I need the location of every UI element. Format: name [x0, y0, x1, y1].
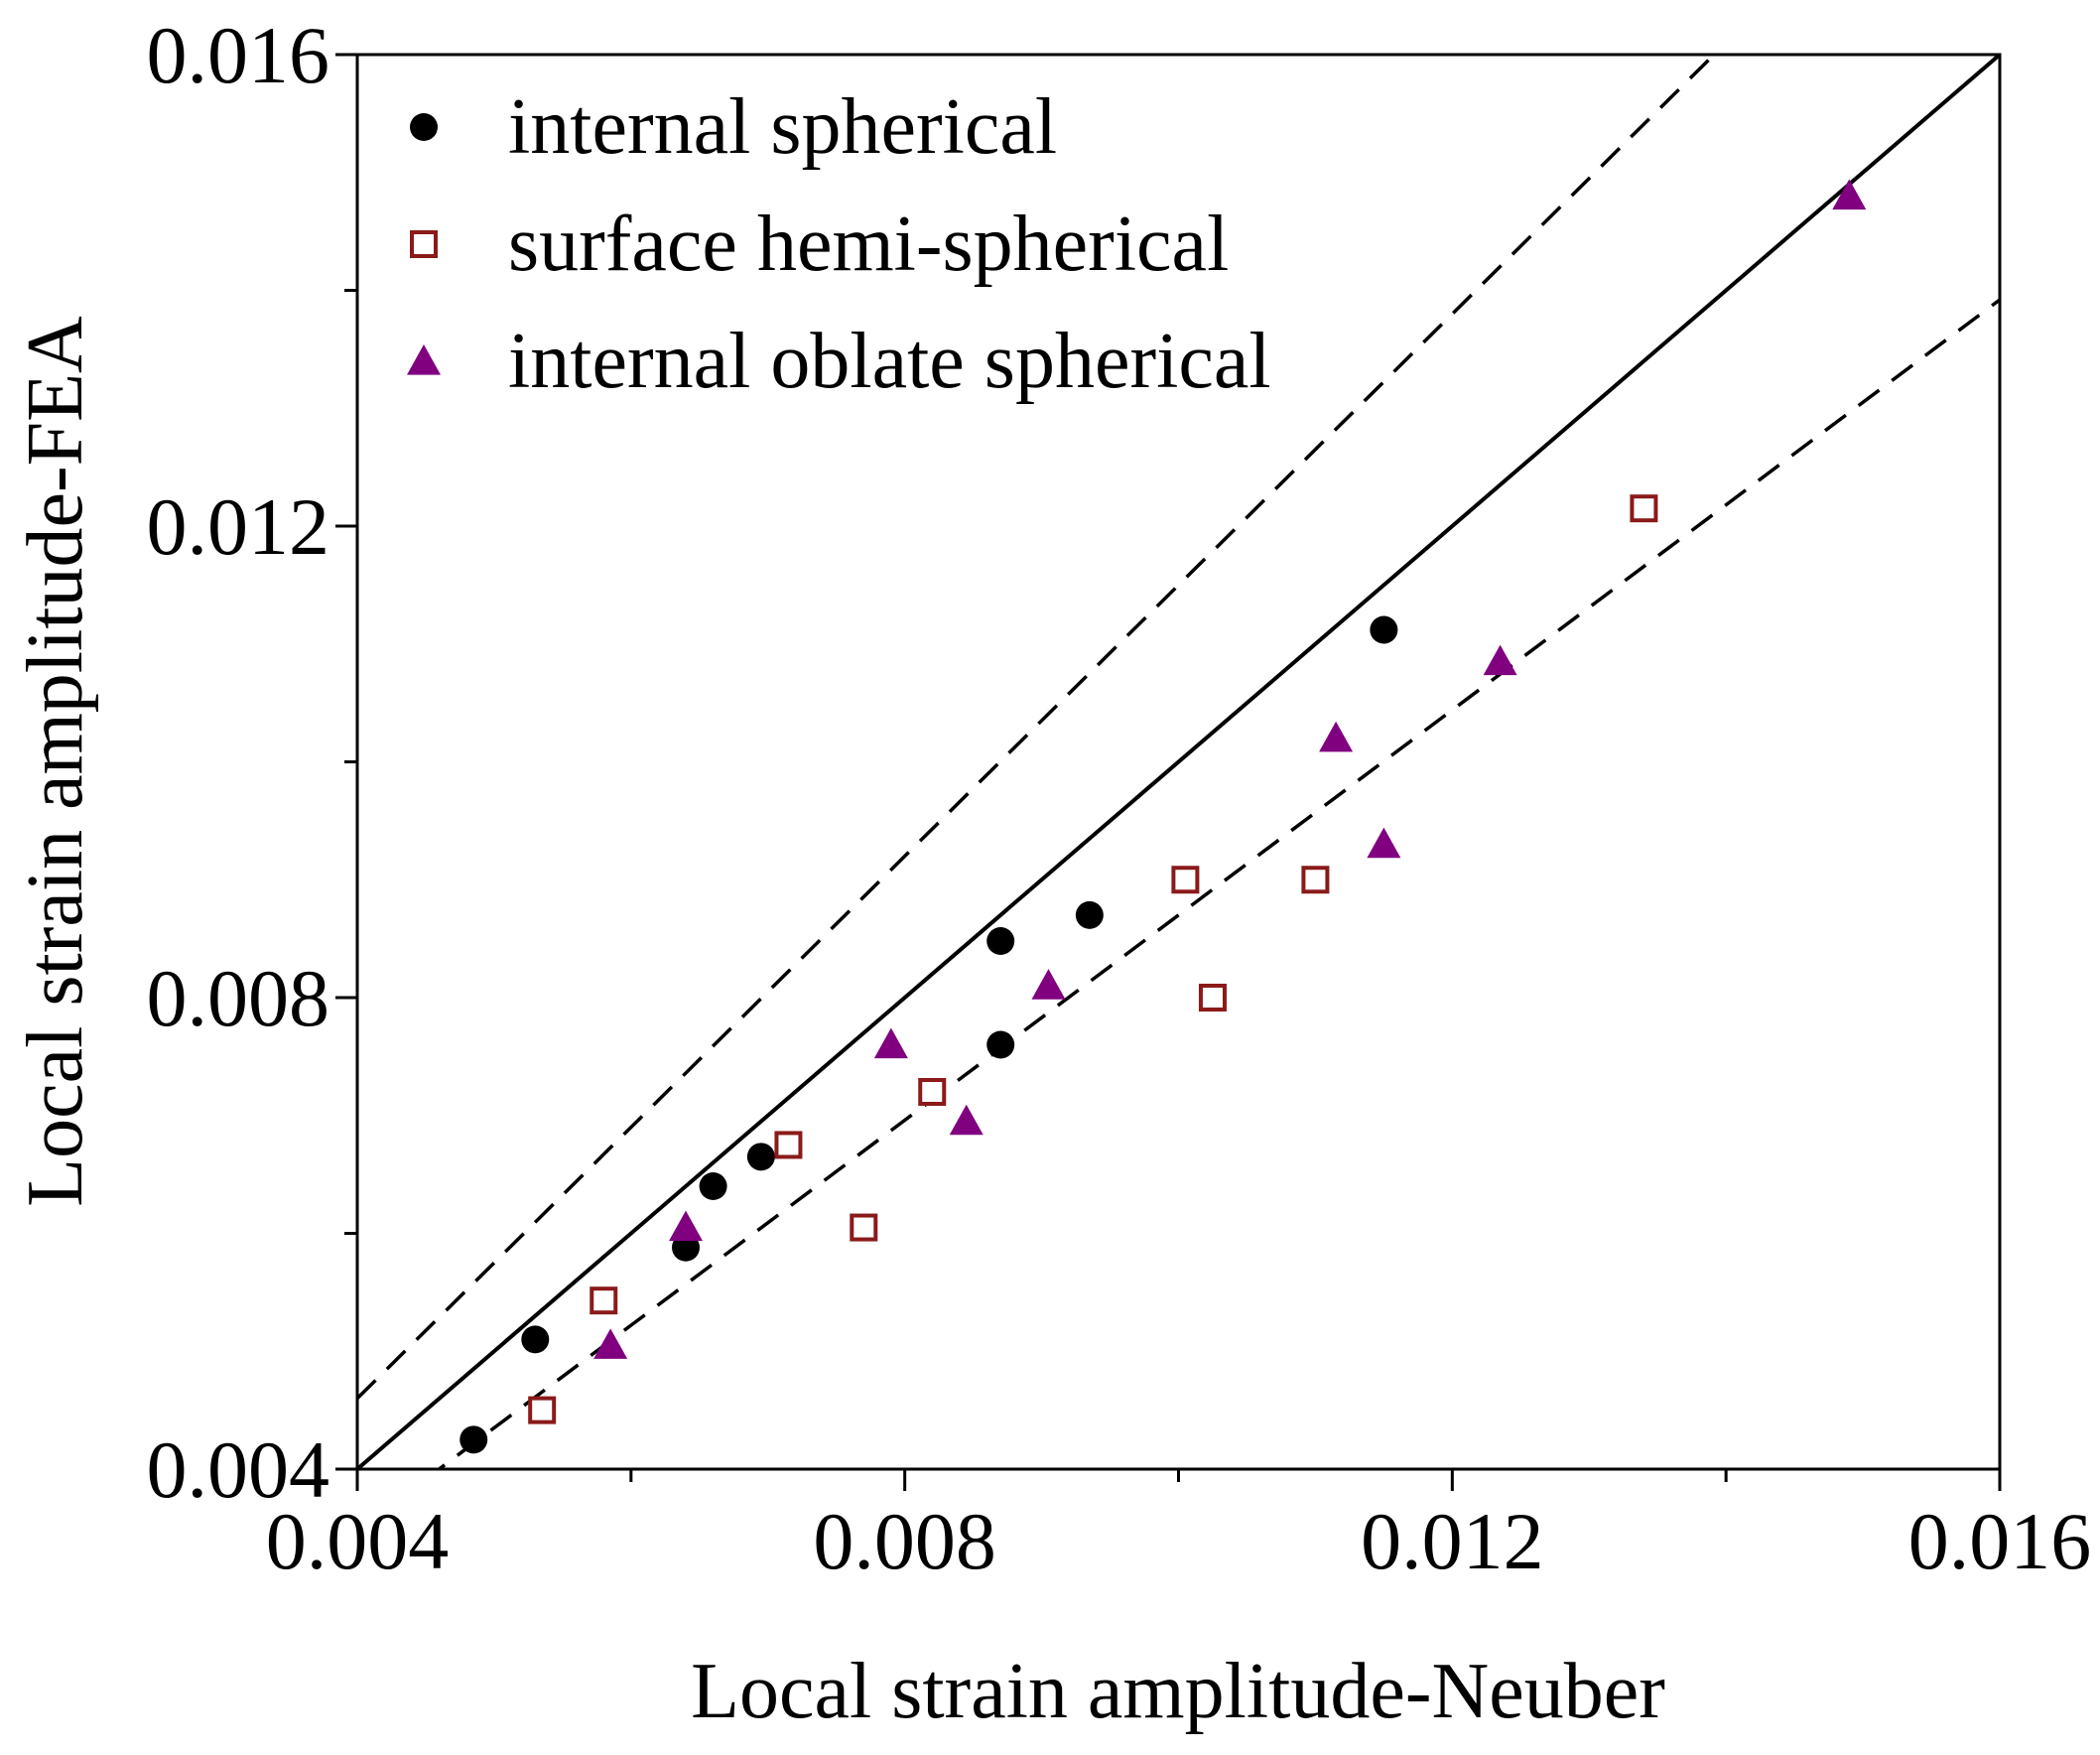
point-internal-spherical [1370, 615, 1398, 644]
legend-label-internal-spherical: internal spherical [508, 83, 1057, 171]
legend-marker-internal-oblate-spherical [407, 344, 441, 375]
y-tick-label: 0.008 [147, 953, 330, 1043]
point-internal-spherical [986, 1030, 1015, 1059]
point-internal-spherical [459, 1425, 488, 1454]
legend-marker-surface-hemi-spherical [410, 230, 438, 258]
x-tick-label: 0.004 [266, 1496, 450, 1586]
point-internal-oblate-spherical [669, 1210, 703, 1242]
point-surface-hemi-spherical [1171, 866, 1200, 894]
point-internal-oblate-spherical [873, 1027, 908, 1059]
point-internal-spherical [1075, 900, 1104, 929]
point-surface-hemi-spherical [1198, 984, 1227, 1012]
legend-label-internal-oblate-spherical: internal oblate spherical [508, 318, 1271, 405]
reference-line-lower [436, 298, 2000, 1469]
point-surface-hemi-spherical [850, 1213, 878, 1242]
y-tick-label: 0.012 [147, 481, 330, 572]
y-axis-title: Local strain amplitude-FEA [12, 316, 99, 1207]
point-surface-hemi-spherical [918, 1078, 947, 1106]
x-axis-title: Local strain amplitude-Neuber [691, 1648, 1665, 1735]
x-tick-label: 0.012 [1361, 1496, 1544, 1586]
point-internal-spherical [699, 1172, 727, 1200]
legend: internal spherical surface hemi-spherical… [407, 83, 1271, 405]
point-internal-oblate-spherical [1319, 721, 1354, 752]
point-internal-oblate-spherical [1031, 969, 1066, 1000]
x-tick-label: 0.008 [813, 1496, 996, 1586]
point-internal-oblate-spherical [1367, 827, 1401, 859]
x-tick-label: 0.016 [1908, 1496, 2092, 1586]
legend-marker-internal-spherical [410, 113, 438, 141]
point-internal-spherical [746, 1143, 775, 1171]
reference-lines [357, 55, 2000, 1469]
point-internal-spherical [521, 1325, 550, 1354]
y-tick-label: 0.016 [147, 10, 330, 100]
point-surface-hemi-spherical [1630, 494, 1658, 523]
point-surface-hemi-spherical [528, 1396, 557, 1424]
point-internal-oblate-spherical [593, 1328, 628, 1359]
data-points [459, 179, 1867, 1454]
reference-line-upper [357, 55, 1717, 1400]
point-internal-spherical [986, 927, 1015, 955]
point-surface-hemi-spherical [1301, 866, 1330, 894]
point-internal-oblate-spherical [949, 1104, 984, 1136]
axis-ticks: 0.004 0.008 0.012 0.016 0.004 0.008 0.012 0.016 [147, 10, 2092, 1586]
point-surface-hemi-spherical [774, 1131, 803, 1159]
reference-line-one-to-one [357, 55, 2000, 1469]
point-surface-hemi-spherical [590, 1286, 618, 1315]
point-internal-oblate-spherical [1832, 179, 1867, 210]
point-internal-oblate-spherical [1483, 644, 1517, 676]
legend-label-surface-hemi-spherical: surface hemi-spherical [508, 201, 1229, 288]
y-tick-label: 0.004 [147, 1424, 330, 1515]
